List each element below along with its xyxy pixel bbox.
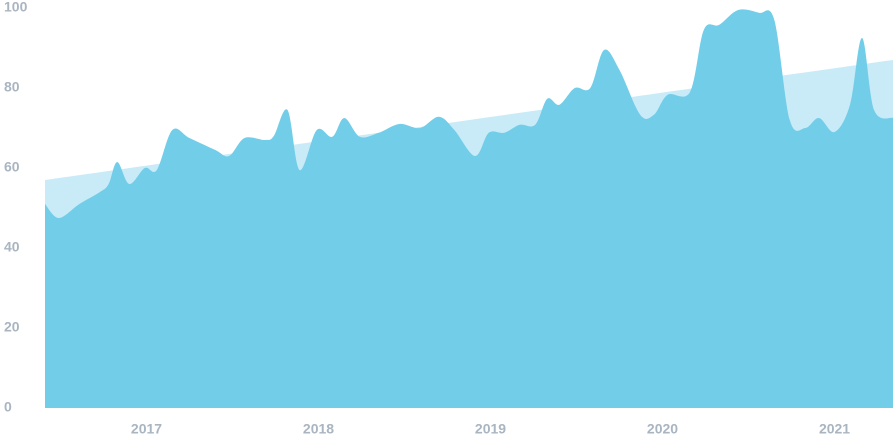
y-tick-label: 20 [4, 319, 20, 335]
y-tick-label: 100 [4, 0, 28, 15]
x-tick-label: 2019 [475, 421, 506, 437]
x-tick-label: 2017 [131, 421, 162, 437]
y-tick-label: 60 [4, 159, 20, 175]
y-tick-label: 80 [4, 79, 20, 95]
x-tick-label: 2021 [819, 421, 850, 437]
area [45, 9, 893, 408]
x-tick-label: 2018 [303, 421, 334, 437]
y-tick-label: 40 [4, 239, 20, 255]
x-tick-label: 2020 [647, 421, 678, 437]
y-tick-label: 0 [4, 399, 12, 415]
